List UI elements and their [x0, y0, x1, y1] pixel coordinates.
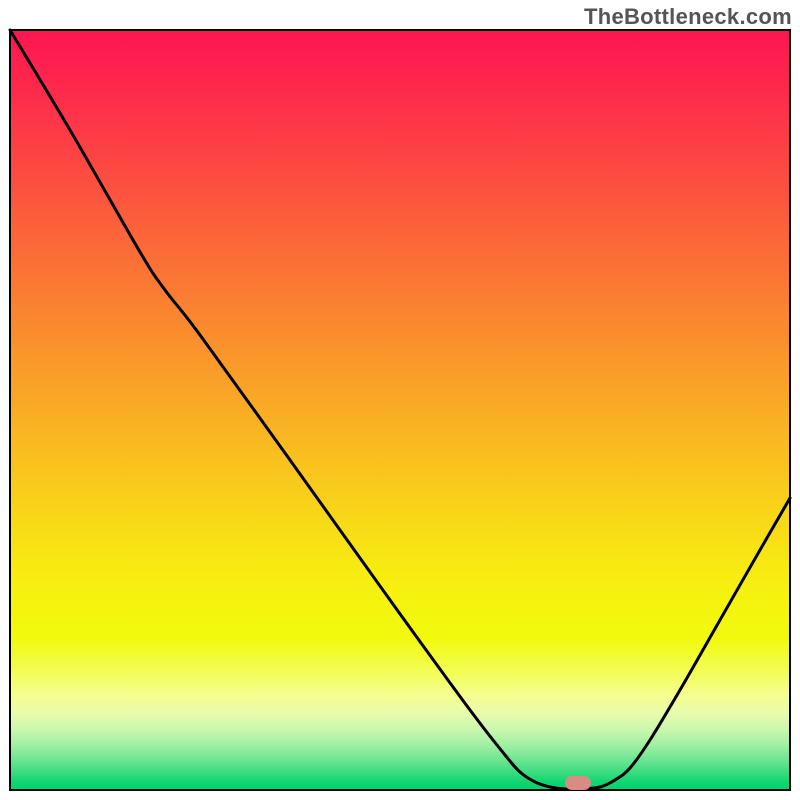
optimal-marker: [565, 776, 591, 790]
chart-container: TheBottleneck.com: [0, 0, 800, 800]
gradient-background: [10, 30, 790, 790]
watermark-text: TheBottleneck.com: [584, 4, 792, 30]
